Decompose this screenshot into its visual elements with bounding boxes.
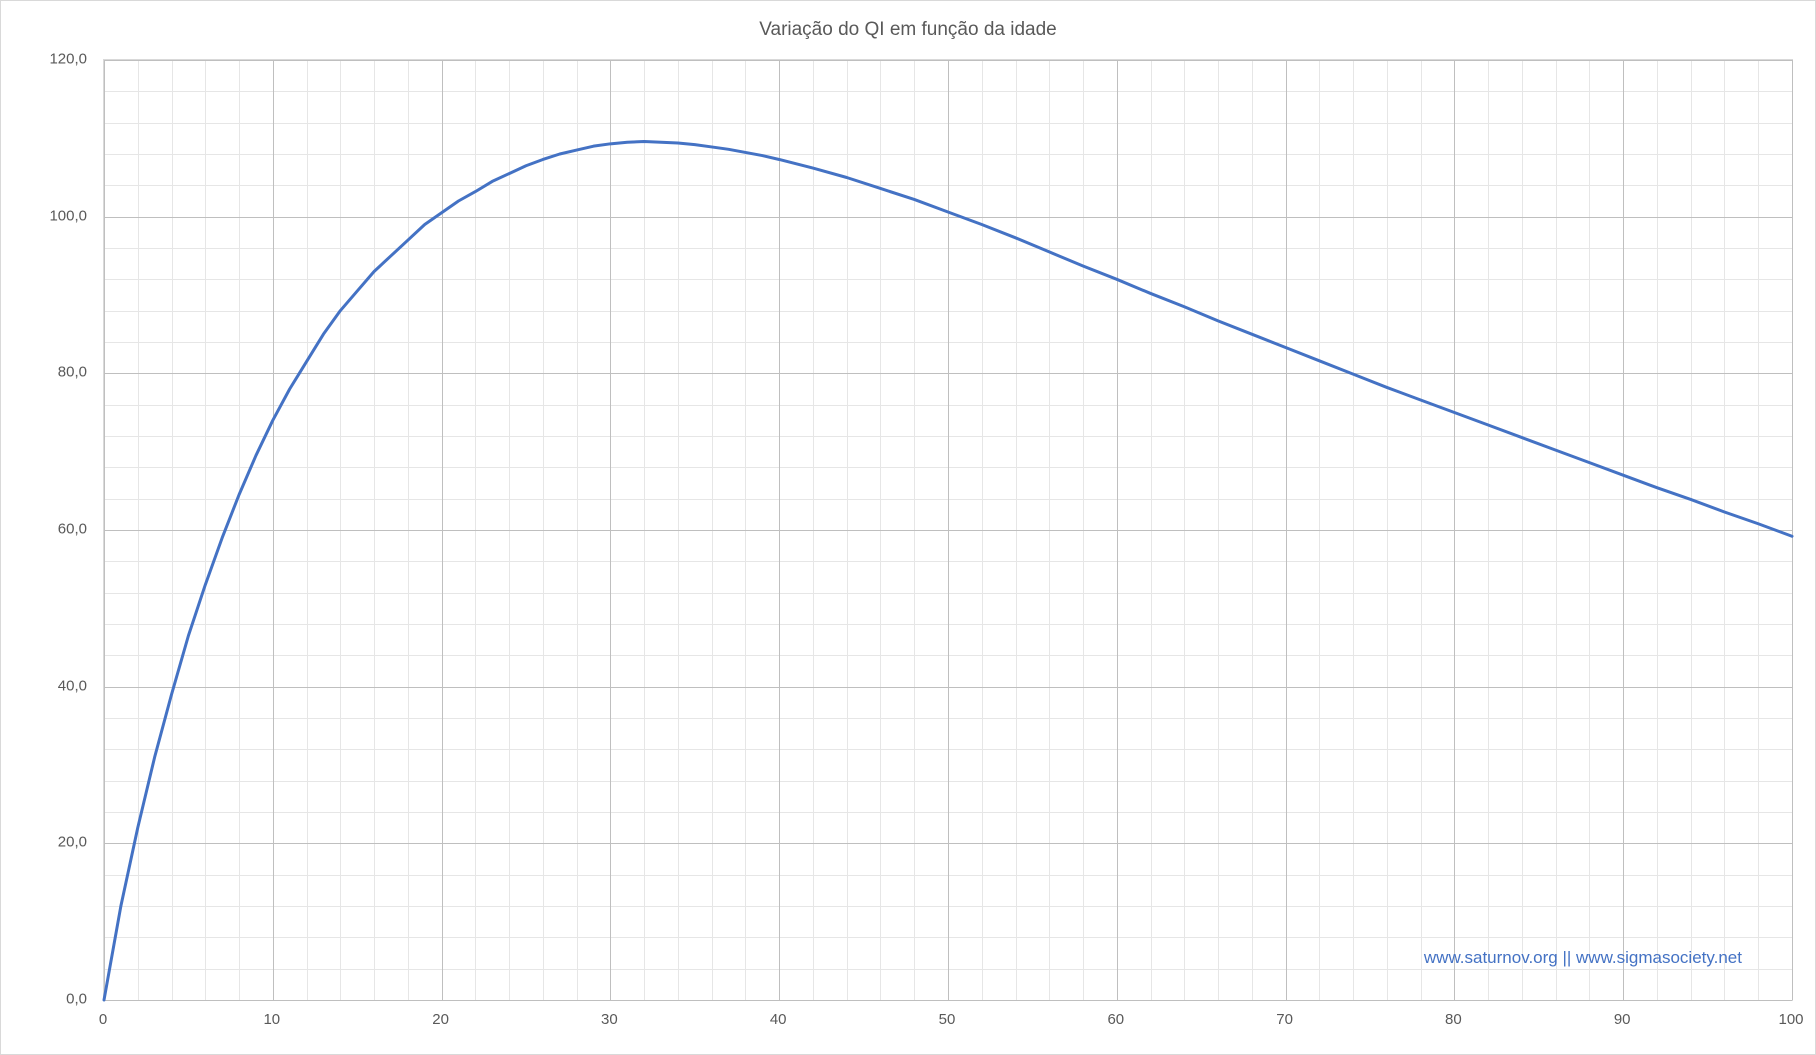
x-tick-label: 50 bbox=[939, 1011, 956, 1028]
x-tick-label: 70 bbox=[1276, 1011, 1293, 1028]
series-path bbox=[104, 141, 1792, 1000]
x-tick-label: 90 bbox=[1614, 1011, 1631, 1028]
x-tick-label: 80 bbox=[1445, 1011, 1462, 1028]
series-line bbox=[104, 60, 1792, 1000]
x-tick-label: 0 bbox=[99, 1011, 107, 1028]
x-tick-label: 10 bbox=[263, 1011, 280, 1028]
y-tick-label: 40,0 bbox=[27, 677, 87, 694]
y-tick-label: 120,0 bbox=[27, 51, 87, 68]
plot-area: www.saturnov.org || www.sigmasociety.net bbox=[103, 59, 1793, 1001]
gridline-major-h bbox=[104, 1000, 1792, 1001]
x-tick-label: 60 bbox=[1107, 1011, 1124, 1028]
chart-footer: www.saturnov.org || www.sigmasociety.net bbox=[1424, 948, 1742, 968]
x-tick-label: 20 bbox=[432, 1011, 449, 1028]
x-tick-label: 100 bbox=[1778, 1011, 1803, 1028]
y-tick-label: 0,0 bbox=[27, 991, 87, 1008]
x-tick-label: 30 bbox=[601, 1011, 618, 1028]
chart-container: Variação do QI em função da idade www.sa… bbox=[0, 0, 1816, 1055]
y-tick-label: 80,0 bbox=[27, 364, 87, 381]
y-tick-label: 20,0 bbox=[27, 834, 87, 851]
gridline-major-v bbox=[1792, 60, 1793, 1000]
y-tick-label: 100,0 bbox=[27, 207, 87, 224]
chart-title: Variação do QI em função da idade bbox=[1, 19, 1815, 41]
x-tick-label: 40 bbox=[770, 1011, 787, 1028]
y-tick-label: 60,0 bbox=[27, 521, 87, 538]
